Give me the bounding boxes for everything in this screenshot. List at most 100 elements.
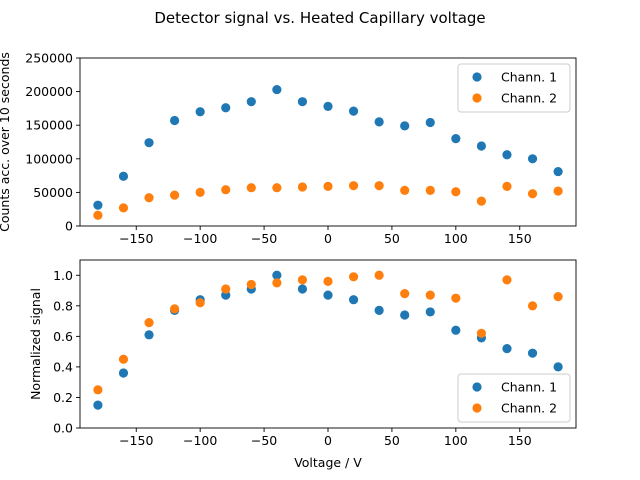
data-point-chann1 (502, 343, 512, 354)
data-point-chann2 (374, 270, 384, 280)
data-point-chann1 (476, 141, 487, 151)
data-point-chann1 (144, 330, 154, 340)
x-tick-label: −50 (251, 231, 277, 246)
legend: Chann. 1 Chann. 2 (457, 63, 571, 113)
y-tick-label: 200000 (25, 84, 73, 99)
data-point-chann1 (527, 154, 538, 164)
legend-label: Chann. 1 (501, 380, 557, 395)
data-point-chann2 (118, 203, 129, 213)
data-point-chann1 (323, 101, 333, 111)
y-tick-label: 0.0 (53, 421, 73, 436)
data-point-chann1 (451, 134, 461, 144)
y-axis-label: Counts acc. over 10 seconds (0, 52, 12, 232)
data-point-chann2 (374, 181, 384, 191)
data-point-chann2 (272, 183, 282, 193)
x-tick-label: 100 (444, 433, 468, 448)
legend-marker (472, 382, 482, 392)
data-point-chann1 (400, 310, 410, 320)
data-point-chann2 (272, 278, 282, 288)
legend-label: Chann. 1 (501, 70, 557, 85)
y-tick-label: 150000 (25, 118, 73, 133)
x-tick-label: −50 (251, 433, 277, 448)
data-point-chann2 (144, 318, 154, 328)
data-point-chann1 (425, 117, 435, 128)
x-tick-label: 50 (384, 433, 400, 448)
y-tick-label: 50000 (33, 185, 73, 200)
data-point-chann2 (400, 289, 410, 299)
y-tick-label: 250000 (25, 51, 73, 66)
data-point-chann2 (93, 210, 103, 220)
data-point-chann2 (323, 276, 333, 286)
data-point-chann2 (169, 190, 180, 200)
data-point-chann2 (195, 187, 205, 197)
data-point-chann1 (502, 150, 512, 160)
data-point-chann2 (221, 284, 231, 294)
data-point-chann1 (93, 200, 103, 210)
x-tick-label: −150 (119, 433, 153, 448)
data-point-chann1 (118, 368, 129, 378)
data-point-chann2 (527, 301, 538, 311)
data-point-chann1 (527, 348, 538, 358)
data-point-chann2 (118, 354, 129, 364)
data-point-chann2 (451, 293, 461, 303)
data-point-chann2 (553, 186, 563, 196)
bottom-axes: −150 −100 −50 0 50 100 150 0.0 0.2 0.4 0.6 0.8 1.0 No… (28, 259, 577, 470)
data-point-chann2 (527, 189, 538, 199)
data-point-chann2 (323, 181, 333, 191)
data-point-chann2 (425, 185, 435, 195)
data-point-chann2 (476, 328, 487, 338)
data-point-chann1 (553, 362, 563, 372)
y-axis-label: Normalized signal (28, 288, 43, 400)
data-point-chann2 (93, 385, 103, 395)
x-tick-label: 100 (444, 231, 468, 246)
data-point-chann1 (272, 270, 282, 280)
y-tick-label: 100000 (25, 151, 73, 166)
data-point-chann2 (221, 185, 231, 195)
legend: Chann. 1 Chann. 2 (457, 373, 571, 423)
x-tick-label: −100 (183, 231, 217, 246)
data-point-chann2 (476, 196, 487, 206)
data-point-chann1 (374, 305, 384, 315)
data-point-chann1 (169, 115, 180, 126)
data-point-chann1 (425, 307, 435, 317)
figure-title: Detector signal vs. Heated Capillary vol… (154, 9, 485, 27)
data-point-chann2 (297, 275, 308, 285)
data-point-chann1 (221, 103, 231, 113)
data-point-chann1 (451, 325, 461, 335)
y-tick-label: 1.0 (53, 268, 73, 283)
data-point-chann1 (144, 138, 154, 148)
top-axes: −150 −100 −50 0 50 100 150 0 50000 100000 150000 20… (0, 51, 577, 246)
data-point-chann2 (195, 298, 205, 308)
data-point-chann2 (451, 187, 461, 197)
y-tick-label: 0 (65, 219, 73, 234)
legend-box (457, 373, 571, 423)
data-point-chann1 (246, 97, 256, 107)
data-point-chann1 (195, 107, 205, 117)
data-point-chann2 (425, 290, 435, 300)
x-tick-label: 150 (508, 433, 532, 448)
data-point-chann2 (246, 279, 256, 290)
y-tick-label: 0.4 (53, 359, 73, 374)
x-tick-label: 50 (384, 231, 400, 246)
data-point-chann2 (502, 275, 512, 285)
data-point-chann1 (553, 166, 563, 177)
legend-box (457, 63, 571, 113)
data-point-chann1 (323, 290, 333, 300)
data-point-chann2 (502, 181, 512, 191)
data-point-chann1 (400, 121, 410, 131)
data-point-chann1 (348, 295, 359, 305)
data-point-chann2 (246, 183, 256, 193)
data-point-chann2 (553, 292, 563, 302)
data-point-chann1 (374, 117, 384, 127)
y-tick-label: 0.6 (53, 329, 73, 344)
y-tick-label: 0.2 (53, 390, 73, 405)
data-point-chann2 (169, 304, 180, 314)
data-point-chann2 (297, 182, 308, 192)
data-point-chann1 (272, 84, 282, 95)
legend-marker (472, 93, 482, 103)
x-tick-label: −100 (183, 433, 217, 448)
data-point-chann1 (93, 400, 103, 410)
data-point-chann1 (348, 106, 359, 116)
data-point-chann2 (348, 181, 359, 191)
legend-marker (472, 403, 482, 413)
